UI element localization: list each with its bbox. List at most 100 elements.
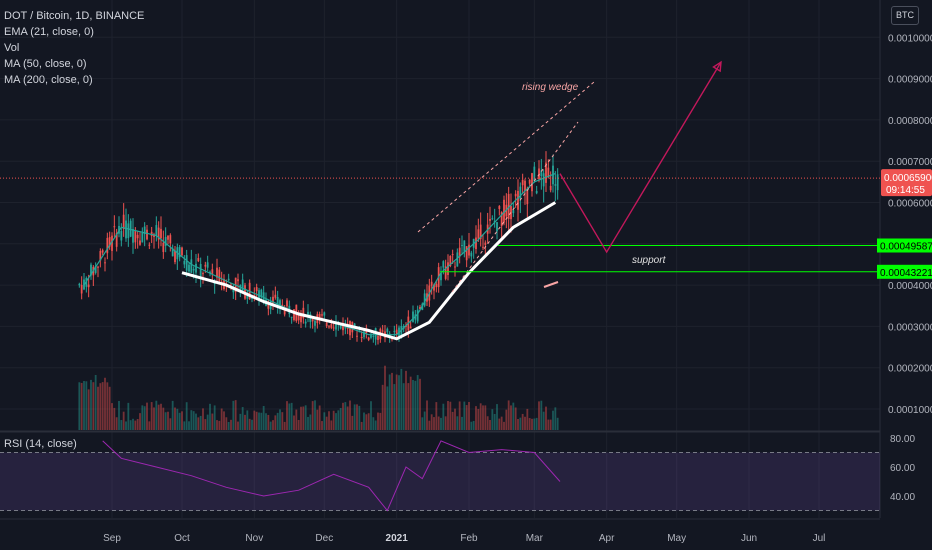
volume-bar <box>132 418 134 430</box>
volume-bar <box>167 411 169 430</box>
volume-bar <box>136 418 139 430</box>
candle-body <box>451 253 454 256</box>
candle-body <box>167 235 169 240</box>
volume-bar <box>419 378 421 430</box>
volume-bar <box>461 416 463 430</box>
volume-bar <box>475 406 477 430</box>
volume-bar <box>286 401 288 430</box>
time-axis[interactable]: Sep Oct Nov Dec 2021 Feb Mar Apr May Jun Jul <box>103 533 825 544</box>
candle-body <box>197 257 200 262</box>
volume-bar <box>309 414 312 430</box>
volume-bar <box>456 416 459 430</box>
ema-legend[interactable]: EMA (21, close, 0) <box>4 26 94 38</box>
volume-bar <box>300 406 302 430</box>
time-axis-label: Nov <box>245 533 263 544</box>
ma200-legend[interactable]: MA (200, close, 0) <box>4 74 93 86</box>
candle-body <box>255 287 258 292</box>
candle-body <box>489 219 491 221</box>
time-axis-label: Sep <box>103 533 121 544</box>
volume-legend[interactable]: Vol <box>4 42 20 54</box>
volume-bar <box>220 408 223 430</box>
candle-body <box>363 331 365 338</box>
symbol-title[interactable]: DOT / Bitcoin, 1D, BINANCE <box>4 10 145 22</box>
candle-body <box>213 282 216 285</box>
volume-bar <box>426 400 428 430</box>
candles <box>78 151 559 346</box>
volume-bar <box>80 382 83 430</box>
volume-bar <box>258 412 260 430</box>
candle-body <box>367 337 370 340</box>
candle-body <box>106 237 109 254</box>
volume-bar <box>405 370 407 430</box>
candle-body <box>80 284 83 294</box>
time-axis-label: 2021 <box>386 533 409 544</box>
volume-bar <box>120 420 123 430</box>
volume-bar <box>281 412 284 430</box>
candle-body <box>209 271 211 273</box>
volume-bar <box>386 386 389 430</box>
volume-bar <box>360 421 363 430</box>
support-lower-price-label: 0.00043221 <box>880 268 932 279</box>
time-axis-label: Apr <box>599 533 615 544</box>
wedge-upper-trendline[interactable] <box>417 81 595 233</box>
volume-bar <box>521 413 524 430</box>
drawing-mark[interactable] <box>543 281 559 288</box>
volume-bar <box>556 417 559 430</box>
candle-body <box>444 266 447 279</box>
candle-body <box>328 326 330 328</box>
volume-bar <box>358 405 361 430</box>
candle-body <box>206 262 209 268</box>
candle-body <box>318 314 321 318</box>
volume-bar <box>351 415 354 430</box>
volume-bar <box>414 380 417 430</box>
candle-countdown-label: 09:14:55 <box>886 185 925 196</box>
volume-bar <box>339 407 342 430</box>
candle-body <box>381 330 384 332</box>
candle-body <box>148 244 151 246</box>
rsi-axis[interactable]: 40.00 60.00 80.00 <box>890 434 915 503</box>
volume-bar <box>104 377 106 430</box>
candle-body <box>160 228 162 239</box>
volume-bar <box>213 405 216 430</box>
candle-body <box>545 162 547 183</box>
volume-bar <box>370 401 372 430</box>
volume-bar <box>295 409 298 430</box>
price-axis[interactable]: 0.00010000 0.00020000 0.00030000 0.00040000… <box>888 33 932 416</box>
candle-body <box>556 174 559 191</box>
volume-bar <box>206 414 209 430</box>
volume-bar <box>507 400 510 430</box>
volume-bar <box>127 402 130 430</box>
volume-bar <box>199 415 202 430</box>
wedge-lower-trendline[interactable] <box>451 121 579 293</box>
volume-bar <box>468 402 470 430</box>
rsi-band <box>0 452 880 511</box>
volume-bar <box>125 421 127 430</box>
candle-body <box>283 309 286 315</box>
volume-bar <box>463 401 466 430</box>
volume-bar <box>248 418 251 430</box>
ma50-legend[interactable]: MA (50, close, 0) <box>4 58 87 70</box>
candle-body <box>454 266 456 268</box>
volume-bar <box>255 411 258 430</box>
rsi-legend[interactable]: RSI (14, close) <box>4 438 77 450</box>
support-label[interactable]: support <box>632 255 667 266</box>
volume-bar <box>87 389 90 430</box>
volume-bar <box>302 406 305 430</box>
candle-body <box>162 242 165 252</box>
volume-bar <box>423 411 426 430</box>
volume-bar <box>178 412 181 430</box>
rising-wedge-label[interactable]: rising wedge <box>522 82 579 93</box>
currency-button[interactable]: BTC <box>891 6 919 25</box>
candle-body <box>356 335 358 337</box>
ema-21-line <box>83 173 556 336</box>
price-axis-label: 0.00100000 <box>888 33 932 44</box>
volume-bar <box>505 409 508 430</box>
volume-bar <box>533 418 536 430</box>
projection-arrow-path[interactable] <box>559 61 722 254</box>
candle-body <box>290 316 293 318</box>
volume-bar <box>314 400 316 430</box>
volume-bar <box>183 421 186 430</box>
candle-body <box>442 261 445 268</box>
volume-bar <box>288 403 291 430</box>
